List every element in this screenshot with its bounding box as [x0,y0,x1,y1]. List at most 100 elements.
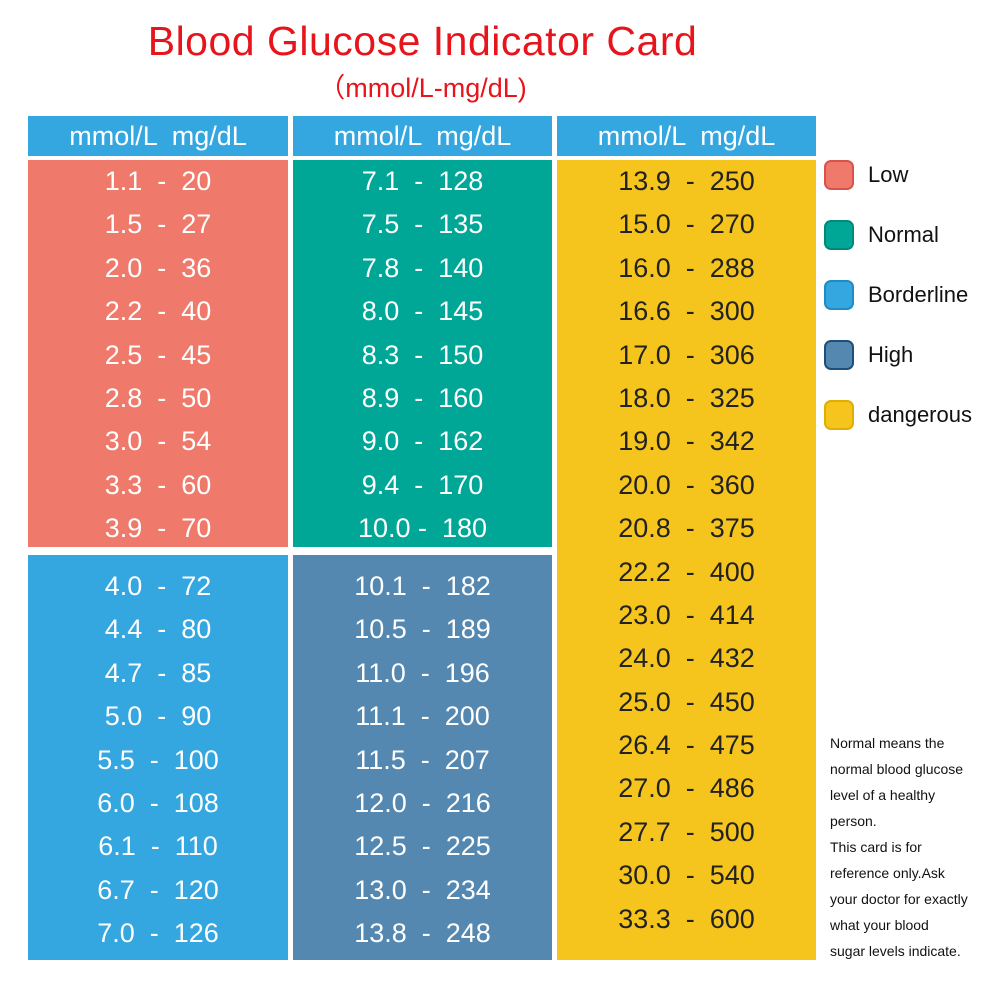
note-line: sugar levels indicate. [830,943,961,959]
range-value: 8.9 - 160 [361,382,484,413]
range-value: 25.0 - 450 [618,686,755,717]
range-row: 16.6 - 300 [557,290,816,333]
range-row: 11.5 - 207 [293,739,552,782]
range-row: 27.0 - 486 [557,767,816,810]
range-value: 10.5 - 189 [354,614,491,645]
range-value: 7.8 - 140 [361,252,484,283]
borderline-range-block: 4.0 - 72 4.4 - 80 4.7 - 85 5.0 - 90 5.5 - 10… [28,555,288,960]
range-row: 17.0 - 306 [557,334,816,377]
range-value: 2.8 - 50 [104,382,212,413]
range-value: 13.9 - 250 [618,166,755,196]
range-value: 8.3 - 150 [361,339,484,370]
range-value: 3.9 - 70 [104,513,212,544]
card-subtitle: （mmol/L-mg/dL) [318,73,527,103]
range-row: 30.0 - 540 [557,854,816,897]
range-value: 1.5 - 27 [104,209,212,240]
range-row: 13.8 - 248 [293,912,552,955]
range-value: 4.4 - 80 [104,614,212,645]
range-value: 6.7 - 120 [97,874,219,905]
legend-swatch [824,220,854,250]
range-row: 8.9 - 160 [293,377,552,420]
range-value: 27.0 - 486 [618,773,755,804]
range-row: 8.3 - 150 [293,334,552,377]
range-value: 11.0 - 196 [355,657,490,688]
note-line: person. [830,813,877,829]
range-row: 6.7 - 120 [28,869,288,912]
range-value: 11.5 - 207 [355,744,490,775]
range-row: 3.9 - 70 [28,507,288,550]
note-line: reference only.Ask [830,865,945,881]
range-value: 26.4 - 475 [618,730,755,761]
range-value: 27.7 - 500 [618,816,755,847]
range-row: 26.4 - 475 [557,724,816,767]
range-row: 2.2 - 40 [28,290,288,333]
range-value: 5.0 - 90 [104,701,212,732]
note-line: This card is for [830,839,922,855]
range-row: 19.0 - 342 [557,420,816,463]
range-value: 2.0 - 36 [104,252,212,283]
range-value: 24.0 - 432 [618,643,755,674]
range-row: 5.5 - 100 [28,739,288,782]
legend-item-dangerous: dangerous [824,400,1000,434]
range-value: 7.5 - 135 [361,209,484,240]
range-value: 13.8 - 248 [354,918,491,949]
range-value: 2.5 - 45 [104,339,212,370]
normal-range-block: 7.1 - 128 7.5 - 135 7.8 - 140 8.0 - 145 8.3 … [293,160,552,547]
legend-item-normal: Normal [824,220,1000,254]
range-value: 19.0 - 342 [618,426,755,457]
range-row: 4.0 - 72 [28,565,288,608]
range-value: 33.3 - 600 [618,903,755,934]
range-row: 9.4 - 170 [293,464,552,507]
card-title: Blood Glucose Indicator Card [147,18,698,64]
range-value: 12.0 - 216 [354,787,491,818]
range-row: 7.8 - 140 [293,247,552,290]
range-row: 8.0 - 145 [293,290,552,333]
range-value: 6.0 - 108 [97,787,219,818]
range-row: 2.0 - 36 [28,247,288,290]
legend-swatch [824,280,854,310]
range-row: 15.0 - 270 [557,203,816,246]
range-row: 5.0 - 90 [28,695,288,738]
range-row: 22.2 - 400 [557,551,816,594]
range-value: 20.8 - 375 [618,513,755,544]
range-row: 6.0 - 108 [28,782,288,825]
range-value: 7.1 - 128 [361,166,484,196]
range-row: 27.7 - 500 [557,811,816,854]
range-value: 16.0 - 288 [618,252,755,283]
range-value: 4.0 - 72 [104,571,212,601]
note-line: Normal means the [830,735,945,751]
legend-label: High [868,342,914,367]
range-value: 1.1 - 20 [104,166,212,196]
column-header-1: mmol/L mg/dL [28,116,288,156]
legend-swatch [824,340,854,370]
legend-item-borderline: Borderline [824,280,1000,314]
range-value: 22.2 - 400 [618,556,755,587]
range-row: 7.5 - 135 [293,203,552,246]
range-value: 4.7 - 85 [104,657,212,688]
range-value: 9.4 - 170 [361,469,484,500]
range-value: 16.6 - 300 [618,296,755,327]
range-row: 11.1 - 200 [293,695,552,738]
range-row: 12.5 - 225 [293,825,552,868]
range-row: 16.0 - 288 [557,247,816,290]
range-row: 9.0 - 162 [293,420,552,463]
range-row: 1.5 - 27 [28,203,288,246]
legend-item-high: High [824,340,1000,374]
range-row: 25.0 - 450 [557,681,816,724]
range-row: 3.0 - 54 [28,420,288,463]
range-row: 20.8 - 375 [557,507,816,550]
range-row: 33.3 - 600 [557,898,816,941]
range-row: 7.0 - 126 [28,912,288,955]
range-value: 3.3 - 60 [104,469,212,500]
note-line: what your blood [830,917,929,933]
legend-swatch [824,160,854,190]
low-range-block: 1.1 - 20 1.5 - 27 2.0 - 36 2.2 - 40 2.5 - 45… [28,160,288,547]
range-row: 12.0 - 216 [293,782,552,825]
legend-label: Borderline [868,282,969,307]
range-row: 23.0 - 414 [557,594,816,637]
range-value: 17.0 - 306 [618,339,755,370]
legend-label: Low [868,162,909,187]
note-line: your doctor for exactly [830,891,968,907]
legend-swatch [824,400,854,430]
range-row: 3.3 - 60 [28,464,288,507]
